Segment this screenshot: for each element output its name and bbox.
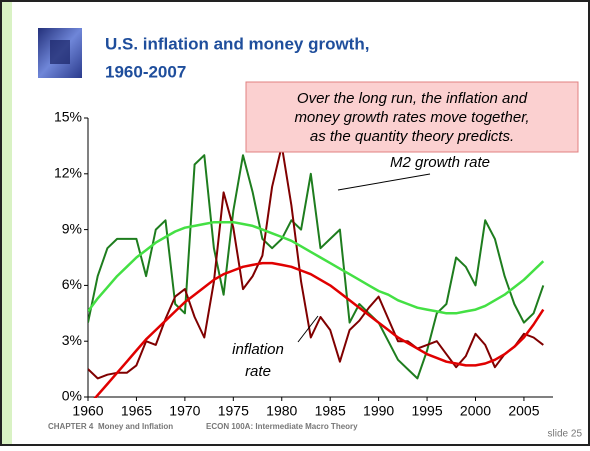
x-tick-label: 1975 [218, 403, 249, 419]
side-strip [2, 2, 12, 444]
annotation: inflation [232, 341, 284, 358]
slide: U.S. inflation and money growth, 1960-20… [0, 0, 590, 446]
x-tick-label: 1980 [266, 403, 297, 419]
callout-text: Over the long run, the inflation and [297, 90, 528, 107]
annotation: M2 growth rate [390, 154, 490, 171]
callout-text: as the quantity theory predicts. [310, 128, 514, 145]
footer: Money and Inflation [98, 422, 173, 431]
x-tick-label: 1985 [315, 403, 346, 419]
y-tick-label: 9% [62, 220, 82, 236]
x-tick-label: 2005 [508, 403, 539, 419]
y-tick-label: 15% [54, 109, 82, 125]
x-tick-label: 1965 [121, 403, 152, 419]
footer: CHAPTER 4 [48, 422, 94, 431]
slide-number: slide 25 [548, 429, 583, 440]
y-tick-label: 0% [62, 388, 82, 404]
x-tick-label: 2000 [460, 403, 491, 419]
annotation: rate [245, 363, 271, 380]
x-tick-label: 1960 [72, 403, 103, 419]
title: 1960-2007 [105, 62, 186, 81]
x-tick-label: 1995 [411, 403, 442, 419]
y-tick-label: 6% [62, 276, 82, 292]
y-tick-label: 12% [54, 165, 82, 181]
x-tick-label: 1970 [169, 403, 200, 419]
icon-inner [50, 40, 70, 64]
y-tick-label: 3% [62, 332, 82, 348]
title: U.S. inflation and money growth, [105, 34, 369, 53]
x-tick-label: 1990 [363, 403, 394, 419]
callout-text: money growth rates move together, [294, 109, 529, 126]
footer: ECON 100A: Intermediate Macro Theory [206, 422, 358, 431]
